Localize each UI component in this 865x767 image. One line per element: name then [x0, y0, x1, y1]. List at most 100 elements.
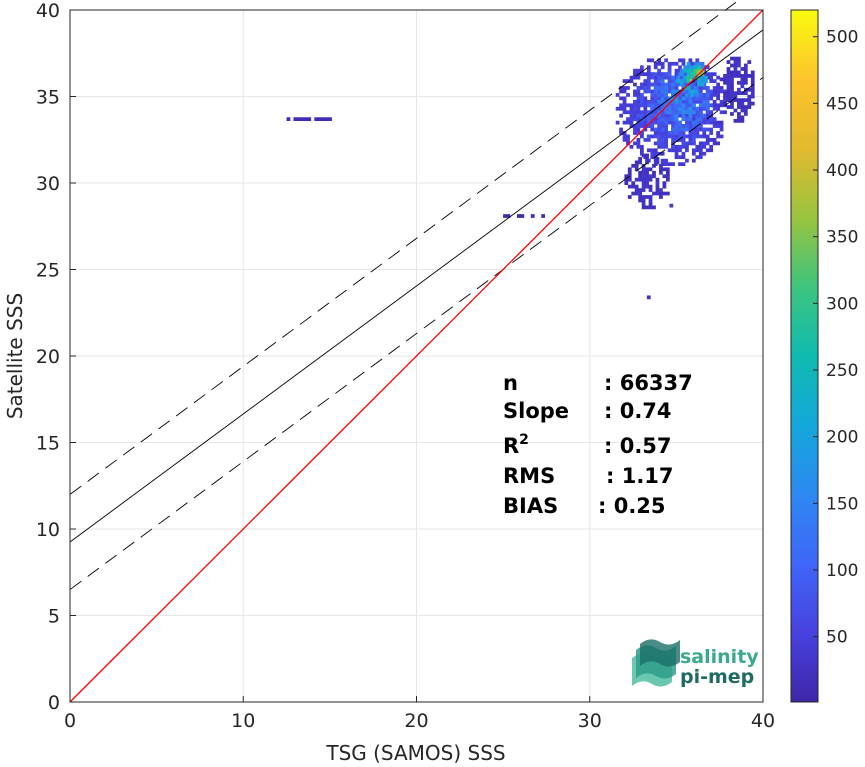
- density-cell: [664, 127, 669, 132]
- density-cell: [674, 113, 679, 118]
- density-cell: [652, 170, 656, 175]
- density-cell: [712, 124, 717, 128]
- density-cell: [737, 101, 741, 106]
- density-cell: [679, 68, 684, 73]
- density-cell: [653, 93, 658, 97]
- density-cell: [705, 113, 710, 118]
- density-cell: [674, 106, 679, 111]
- density-cell: [698, 120, 703, 125]
- density-cell: [650, 89, 655, 94]
- density-cell: [726, 98, 731, 102]
- density-cell: [712, 89, 717, 94]
- density-cell: [743, 108, 748, 113]
- density-cell: [726, 77, 731, 82]
- density-cell: [698, 89, 703, 94]
- density-cell: [657, 68, 662, 73]
- density-cell: [700, 75, 705, 80]
- density-cell: [657, 131, 662, 135]
- density-cell: [650, 99, 655, 104]
- density-cell: [695, 93, 700, 97]
- density-cell: [705, 127, 710, 132]
- density-cell: [674, 96, 679, 101]
- density-cell: [619, 106, 623, 111]
- density-cell: [629, 106, 634, 111]
- density-cell: [671, 82, 675, 87]
- density-cell: [685, 113, 689, 118]
- density-cell: [695, 127, 700, 132]
- density-cell: [702, 134, 707, 139]
- density-cell: [695, 134, 700, 139]
- density-cell: [685, 134, 689, 139]
- density-cell: [678, 148, 682, 153]
- density-cell: [636, 110, 641, 115]
- density-cell: [700, 79, 705, 83]
- density-cell: [645, 177, 649, 182]
- density-cell: [622, 96, 627, 101]
- density-cell: [743, 63, 748, 68]
- y-tick-label: 40: [36, 0, 60, 22]
- density-cell: [698, 134, 703, 139]
- density-cell: [641, 205, 646, 210]
- y-tick-label: 30: [36, 173, 60, 195]
- density-cell: [662, 181, 667, 186]
- density-cell: [697, 61, 701, 66]
- density-cell: [671, 75, 675, 80]
- density-cell: [641, 202, 646, 206]
- density-cell: [705, 86, 710, 90]
- density-cell: [709, 144, 714, 149]
- density-cell: [648, 195, 653, 199]
- density-cell: [716, 131, 720, 135]
- stat-value: : 0.25: [598, 494, 666, 518]
- density-cell: [678, 99, 682, 104]
- density-cell: [639, 68, 644, 73]
- density-cell: [671, 86, 675, 90]
- density-cell: [678, 106, 682, 111]
- density-cell: [633, 82, 637, 87]
- y-tick-label: 5: [48, 606, 60, 628]
- density-cell: [619, 89, 623, 94]
- density-cell: [639, 113, 644, 118]
- density-cell: [622, 120, 627, 125]
- density-cell: [743, 74, 748, 78]
- density-cell: [657, 113, 662, 118]
- density-cell: [681, 131, 686, 135]
- density-cell: [664, 134, 669, 139]
- density-cell: [664, 124, 669, 128]
- regression-lines: [69, 0, 764, 703]
- density-cell: [629, 79, 634, 83]
- colorbar-gradient: [790, 9, 819, 703]
- y-axis-ticks: 0 5 10 15 20 25 30 35 40: [36, 0, 76, 714]
- density-cell: [733, 63, 738, 68]
- density-cell: [636, 144, 641, 149]
- density-cell: [646, 138, 651, 142]
- density-cell: [321, 117, 325, 122]
- density-cell: [719, 77, 724, 82]
- density-cell: [633, 75, 637, 80]
- density-cell: [622, 131, 627, 135]
- density-cell: [674, 68, 679, 73]
- density-cell: [678, 138, 682, 142]
- density-cell: [709, 96, 714, 101]
- colorbar-tick-label: 200: [826, 428, 858, 448]
- density-cell: [685, 99, 689, 104]
- density-cell: [660, 151, 665, 156]
- density-cell: [733, 67, 738, 71]
- density-cell: [671, 103, 675, 108]
- density-cell: [633, 68, 637, 73]
- density-cell: [615, 120, 620, 125]
- density-cell: [737, 87, 741, 92]
- density-cell: [691, 141, 696, 146]
- density-cell: [690, 93, 694, 97]
- stat-label: RMS: [503, 464, 555, 488]
- density-cell: [719, 124, 724, 128]
- density-cell: [678, 65, 682, 70]
- density-cell: [648, 205, 653, 210]
- density-cell: [619, 127, 623, 132]
- density-cell: [629, 103, 634, 108]
- density-cell: [667, 89, 672, 94]
- density-cell: [747, 87, 752, 92]
- density-cell: [646, 124, 651, 128]
- density-cell: [643, 96, 648, 101]
- density-cell: [648, 167, 653, 172]
- density-cell: [624, 177, 629, 182]
